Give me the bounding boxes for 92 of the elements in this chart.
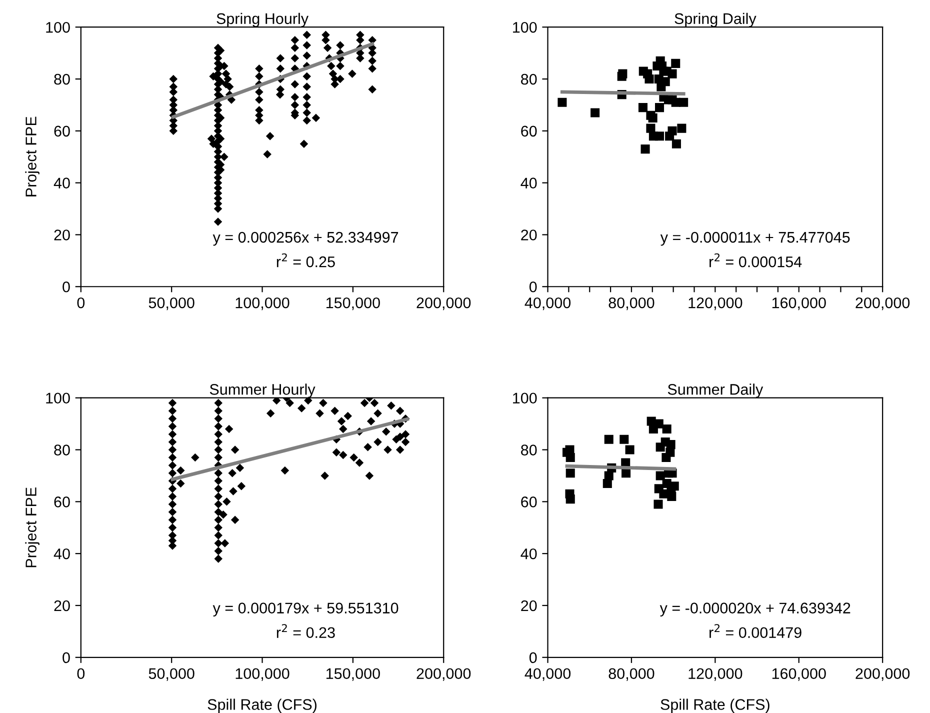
y-tick-label: 20 [54,230,70,240]
y-tick-label: 40 [520,178,537,188]
point [654,500,663,509]
point [640,144,650,154]
x-tick-label: 50,000 [148,297,194,310]
point [622,468,631,478]
y-tick-label: 80 [521,74,537,85]
y-axis-title: Project FPE [25,116,40,196]
x-tick-label: 0 [77,297,85,308]
point [638,103,648,112]
y-tick-label: 40 [54,178,70,188]
point [590,108,600,118]
y-tick-label: 80 [521,444,537,456]
y-tick-label: 20 [54,600,70,612]
y-tick-label: 60 [54,126,70,137]
point [679,98,688,107]
y-tick-label: 0 [62,652,70,664]
x-tick-label: 50,000 [148,668,194,681]
point [656,471,665,480]
y-tick-label: 80 [54,74,70,85]
x-tick-label: 200,000 [416,668,471,681]
point [644,74,654,84]
point [662,424,672,434]
point [656,442,665,452]
x-tick-label: 160,000 [772,668,826,681]
chart-title: Spring Daily [674,12,756,28]
x-tick-label: 40,000 [524,297,571,310]
point [566,453,575,462]
point [566,468,575,478]
x-tick-label: 200,000 [856,668,910,681]
chart-title: Summer Daily [668,384,764,398]
y-tick-label: 100 [513,392,537,404]
point [558,98,567,107]
y-tick-label: 0 [529,281,537,292]
point [604,471,614,480]
x-tick-label: 150,000 [326,668,380,681]
annotation: y = -0.000020x + 74.639342 [660,602,850,616]
point [625,445,634,454]
y-tick-label: 20 [521,600,537,612]
x-tick-label: 160,000 [772,297,826,310]
x-tick-label: 100,000 [236,668,290,681]
x-tick-label: 80,000 [608,297,654,310]
annotation: y = -0.000011x + 75.477045 [660,232,850,246]
x-tick-label: 150,000 [326,297,380,310]
chart-title: Spring Hourly [216,12,309,28]
x-tick-label: 0 [77,668,85,680]
x-tick-label: 100,000 [236,297,290,310]
annotation: r$^{2}$ = 0.001479 [710,624,802,638]
point [646,124,656,133]
y-tick-label: 0 [62,281,70,292]
point [662,66,672,76]
x-tick-label: 200,000 [416,297,471,310]
y-tick-label: 60 [54,496,70,508]
y-tick-label: 100 [46,22,70,33]
point [621,458,630,468]
y-axis-title: Project FPE [25,488,40,568]
x-tick-label: 200,000 [856,297,910,310]
y-tick-label: 100 [513,22,537,33]
annotation: r$^{2}$ = 0.25 [276,253,335,268]
annotation: r$^{2}$ = 0.000154 [710,253,802,268]
point [671,58,680,68]
x-axis-title: Spill Rate (CFS) [660,698,770,713]
y-tick-label: 60 [521,496,537,508]
annotation: r$^{2}$ = 0.23 [276,624,335,638]
y-tick-label: 80 [54,444,70,456]
point [666,440,676,450]
x-tick-label: 120,000 [688,297,742,310]
point [602,478,612,488]
point [662,453,671,462]
point [672,139,681,148]
point [654,132,664,141]
point [618,69,628,78]
y-tick-label: 40 [54,548,70,560]
x-axis-title: Spill Rate (CFS) [208,698,316,713]
y-tick-label: 20 [521,230,537,240]
y-tick-label: 40 [520,548,537,560]
point [604,434,614,444]
point [668,126,677,136]
x-tick-label: 120,000 [688,668,742,681]
y-tick-label: 0 [529,652,537,664]
annotation: y = 0.000179x + 59.551310 [212,602,398,616]
point [620,434,629,444]
point [677,124,686,133]
y-tick-label: 60 [521,126,537,137]
annotation: y = 0.000256x + 52.334997 [212,232,398,246]
point [566,494,575,504]
point [648,113,658,122]
point [654,103,664,112]
x-tick-label: 40,000 [524,668,571,681]
y-tick-label: 100 [46,392,70,404]
chart-title: Summer Hourly [210,384,316,398]
x-tick-label: 80,000 [608,668,654,681]
